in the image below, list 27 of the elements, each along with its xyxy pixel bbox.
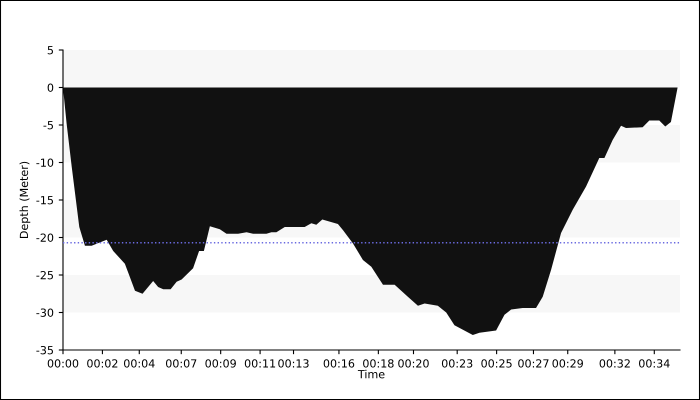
y-tick-label: 0 <box>48 83 54 92</box>
x-tick-label: 00:29 <box>552 359 583 368</box>
x-tick-label: 00:23 <box>442 359 472 368</box>
x-tick-label: 00:32 <box>600 359 630 368</box>
x-tick-label: 00:34 <box>639 359 670 368</box>
x-tick-label: 00:04 <box>124 359 155 368</box>
x-tick-label: 00:18 <box>363 359 394 368</box>
y-tick-label: -5 <box>43 121 53 130</box>
y-axis-title: Depth (Meter) <box>20 162 30 238</box>
x-tick-label: 00:16 <box>324 359 354 368</box>
y-tick-label: -25 <box>36 270 53 280</box>
x-tick-label: 00:20 <box>398 359 429 368</box>
x-tick-label: 00:07 <box>166 359 196 368</box>
y-tick-label: 5 <box>48 46 53 54</box>
x-axis-title: Time <box>358 370 384 378</box>
x-tick-label: 00:02 <box>87 359 118 368</box>
y-tick-label: -10 <box>36 158 54 167</box>
y-tick-label: -20 <box>36 233 54 242</box>
y-tick-label: -35 <box>36 346 53 354</box>
x-tick-label: 00:27 <box>518 359 549 368</box>
y-tick-label: -30 <box>36 308 54 317</box>
x-tick-label: 00:11 <box>244 359 276 368</box>
x-tick-label: 00:00 <box>48 359 78 368</box>
y-tick-label: -15 <box>36 196 53 204</box>
x-tick-label: 00:25 <box>481 359 512 368</box>
x-tick-label: 00:13 <box>278 359 309 368</box>
x-tick-label: 00:09 <box>205 359 236 368</box>
